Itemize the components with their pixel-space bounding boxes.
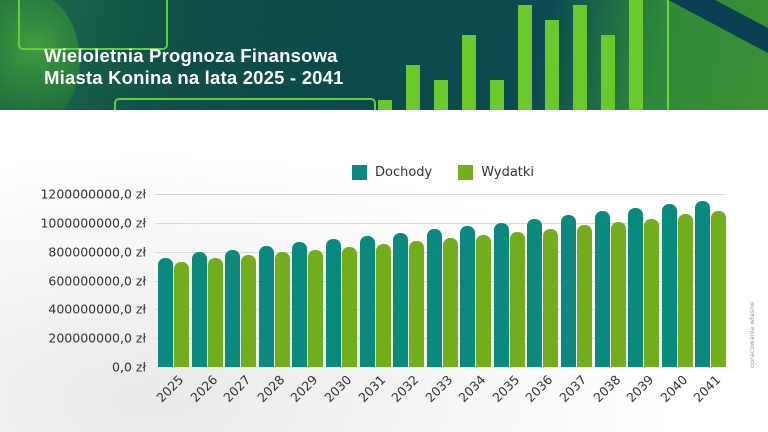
bar-dochody-2028 bbox=[258, 245, 274, 367]
bar-dochody-2040 bbox=[661, 204, 677, 367]
legend-item-wydatki: Wydatki bbox=[458, 165, 534, 180]
bar-wydatki-2032 bbox=[409, 240, 425, 367]
source-note: opracowanie własne bbox=[748, 301, 756, 368]
decorative-bar bbox=[629, 0, 643, 110]
bar-wydatki-2040 bbox=[677, 214, 693, 367]
bar-dochody-2025 bbox=[158, 258, 173, 367]
bar-wydatki-2029 bbox=[308, 249, 324, 367]
y-tick-label: 400000000,0 zł bbox=[48, 301, 146, 317]
bar-wydatki-2030 bbox=[341, 246, 357, 367]
bar-wydatki-2036 bbox=[543, 228, 559, 367]
decorative-bar bbox=[406, 65, 420, 110]
decorative-bar bbox=[518, 5, 532, 110]
line-decoration bbox=[667, 0, 669, 110]
chart-legend: Dochody Wydatki bbox=[352, 165, 560, 180]
legend-label: Wydatki bbox=[481, 165, 535, 180]
bar-dochody-2041 bbox=[695, 200, 711, 367]
decorative-bar bbox=[462, 35, 476, 110]
legend-swatch bbox=[352, 165, 367, 180]
bar-dochody-2036 bbox=[527, 218, 543, 367]
bar-dochody-2034 bbox=[460, 225, 476, 367]
decorative-bar bbox=[601, 35, 615, 110]
title-line-1: Wieloletnia Prognoza Finansowa bbox=[44, 45, 338, 66]
y-tick-label: 800000000,0 zł bbox=[48, 244, 146, 260]
bar-dochody-2030 bbox=[325, 239, 341, 367]
bar-dochody-2029 bbox=[292, 242, 308, 367]
y-tick-label: 0,0 zł bbox=[112, 359, 146, 375]
bar-dochody-2037 bbox=[561, 214, 577, 367]
legend-item-dochody: Dochody bbox=[352, 165, 432, 180]
plot-area bbox=[155, 0, 727, 367]
bar-wydatki-2041 bbox=[711, 210, 727, 367]
bar-wydatki-2026 bbox=[207, 258, 223, 367]
bar-wydatki-2038 bbox=[610, 222, 626, 367]
bar-dochody-2032 bbox=[393, 232, 409, 367]
bar-wydatki-2039 bbox=[644, 218, 660, 367]
bar-wydatki-2037 bbox=[577, 225, 593, 367]
decorative-bar bbox=[434, 80, 448, 110]
y-tick-label: 1000000000,0 zł bbox=[40, 215, 146, 231]
y-tick-label: 1200000000,0 zł bbox=[40, 186, 146, 202]
frame-decoration bbox=[18, 0, 168, 50]
bar-dochody-2026 bbox=[191, 252, 207, 367]
bar-wydatki-2035 bbox=[509, 232, 525, 367]
legend-label: Dochody bbox=[375, 165, 433, 180]
decorative-bar bbox=[545, 20, 559, 110]
bar-wydatki-2025 bbox=[174, 261, 189, 367]
bar-wydatki-2033 bbox=[442, 237, 458, 367]
grid-line bbox=[155, 222, 726, 224]
bar-dochody-2038 bbox=[594, 211, 610, 367]
title-line-2: Miasta Konina na lata 2025 - 2041 bbox=[44, 67, 344, 88]
bar-dochody-2027 bbox=[225, 249, 241, 367]
decorative-bar bbox=[573, 5, 587, 110]
bar-dochody-2033 bbox=[426, 229, 442, 367]
y-tick-label: 600000000,0 zł bbox=[48, 273, 146, 288]
leaf-decoration bbox=[0, 0, 80, 110]
bar-wydatki-2028 bbox=[274, 252, 290, 367]
bar-wydatki-2031 bbox=[375, 243, 391, 367]
bar-dochody-2039 bbox=[628, 207, 644, 367]
grid-line bbox=[155, 194, 726, 195]
bar-wydatki-2034 bbox=[476, 235, 492, 367]
bar-dochody-2035 bbox=[493, 222, 509, 367]
header-banner: Wieloletnia Prognoza Finansowa Miasta Ko… bbox=[0, 0, 768, 110]
legend-swatch bbox=[458, 165, 474, 180]
frame-decoration bbox=[114, 98, 376, 110]
page-title: Wieloletnia Prognoza Finansowa Miasta Ko… bbox=[44, 45, 344, 89]
decorative-bar bbox=[490, 80, 504, 110]
bar-dochody-2031 bbox=[359, 235, 375, 367]
bar-wydatki-2027 bbox=[241, 255, 257, 367]
decorative-bar bbox=[378, 100, 392, 110]
y-tick-label: 200000000,0 zł bbox=[48, 330, 146, 346]
